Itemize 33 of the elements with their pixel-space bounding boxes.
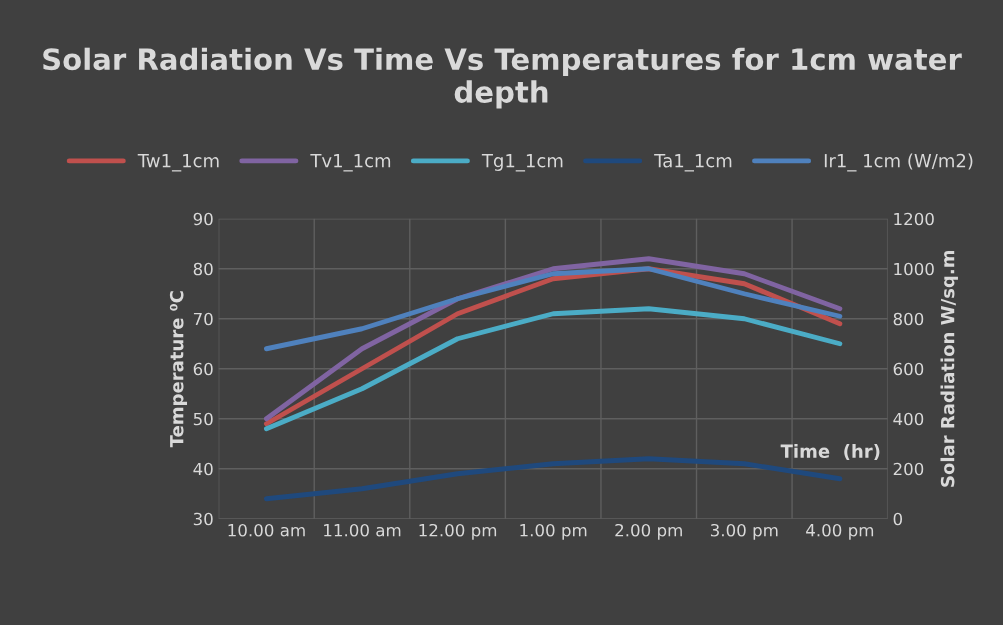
legend-label: Tv1_1cm [310,154,391,172]
x-tick-label: 11.00 am [324,523,401,537]
y2-tick-label: 600 [893,362,924,376]
x-tick-label: 2.00 pm [615,523,682,540]
y-axis-title: Temperature ⁰C [169,291,188,448]
legend-label: Tw1_1cm [137,154,219,172]
legend-label: Ir1_ 1cm (W/m2) [824,153,973,172]
x-tick-label: 12.00 pm [419,523,497,540]
x-axis-title: Time (hr) [780,444,880,461]
line-series [264,266,843,352]
y2-tick-label: 1200 [894,212,934,226]
y2-tick-label: 200 [893,462,924,476]
y2-axis-title: Solar Radiation W/sq.m [940,250,958,487]
x-tick-label: 1.00 pm [520,523,587,540]
chart-title: Solar Radiation Vs Time Vs Temperatures for 1cm water depth [43,47,962,109]
x-tick-label: 4.00 pm [806,523,874,540]
x-tick-label: 10.00 am [228,523,305,537]
y-tick-label: 40 [193,462,213,476]
y-tick-label: 80 [193,262,213,276]
y-tick-label: 50 [193,412,213,426]
legend-label: Ta1_1cm [654,154,732,172]
y2-tick-label: 400 [893,412,924,426]
y-tick-label: 60 [193,362,213,376]
line-series [264,456,843,502]
y-tick-label: 70 [193,312,213,326]
y-tick-label: 30 [193,512,213,526]
line-series [264,306,843,432]
y2-tick-label: 0 [893,512,903,526]
y2-tick-label: 1000 [894,262,934,276]
legend-label: Tg1_1cm [481,154,563,172]
y-tick-label: 90 [193,212,213,226]
y2-tick-label: 800 [893,312,924,326]
x-tick-label: 3.00 pm [710,523,778,540]
